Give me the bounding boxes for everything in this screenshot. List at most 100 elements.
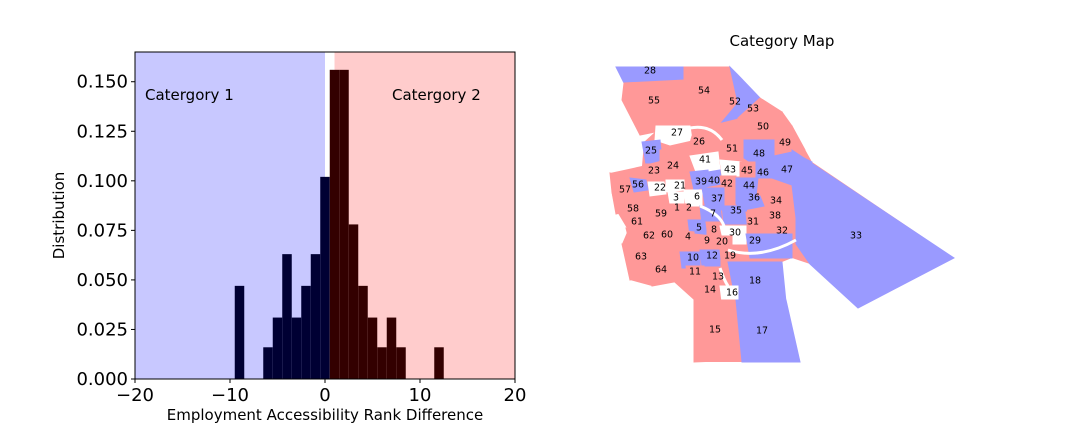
map-region-56 xyxy=(629,177,649,193)
map-region-label: 46 xyxy=(757,168,769,179)
map-region-label: 34 xyxy=(770,196,782,207)
histogram-bar xyxy=(377,347,387,379)
y-tick-label: 0.100 xyxy=(76,171,128,192)
histogram-bar xyxy=(282,254,292,379)
map-region-60 xyxy=(649,225,671,245)
map-region-label: 49 xyxy=(779,138,791,149)
map-region-label: 53 xyxy=(747,104,759,115)
map-region-label: 9 xyxy=(704,236,710,247)
histogram-bar xyxy=(339,69,349,379)
map-region-label: 60 xyxy=(661,230,673,241)
map-region-label: 38 xyxy=(769,211,781,222)
histogram-bars xyxy=(234,69,444,379)
x-tick-label: 10 xyxy=(409,385,432,406)
y-tick-label: 0.125 xyxy=(76,121,128,142)
map-region-label: 39 xyxy=(695,177,707,188)
map-region-label: 61 xyxy=(631,217,643,228)
map-region-label: 48 xyxy=(753,149,765,160)
map-region-label: 12 xyxy=(706,251,718,262)
map-region-label: 15 xyxy=(709,325,721,336)
map-region-label: 29 xyxy=(749,236,761,247)
map-region-label: 22 xyxy=(654,183,666,194)
map-region-label: 13 xyxy=(712,272,724,283)
map-region-2 xyxy=(679,203,691,215)
map-region-label: 45 xyxy=(741,166,753,177)
map-region-label: 16 xyxy=(726,288,738,299)
x-tick-label: −20 xyxy=(116,385,154,406)
map-region-label: 37 xyxy=(711,194,723,205)
map-region-27 xyxy=(654,125,693,146)
category-backgrounds xyxy=(135,52,515,379)
histogram-chart: −20 −10 0 10 20 0.000 0.025 0.050 0.075 0.100 0.1… xyxy=(50,51,526,424)
y-tick-label: 0.075 xyxy=(76,220,128,241)
map-region-label: 55 xyxy=(648,96,660,107)
map-region-label: 3 xyxy=(673,193,679,204)
map-region-label: 17 xyxy=(756,326,768,337)
map-regions xyxy=(609,65,955,363)
x-axis-ticks: −20 −10 0 10 20 xyxy=(116,379,526,406)
histogram-bar xyxy=(434,347,444,379)
map-region-label: 23 xyxy=(648,166,660,177)
histogram-bar xyxy=(329,69,340,379)
map-region-label: 25 xyxy=(645,146,657,157)
histogram-bar xyxy=(263,347,273,379)
map-region-label: 4 xyxy=(685,232,691,243)
road-line xyxy=(689,125,724,141)
map-region-label: 1 xyxy=(674,203,680,214)
y-tick-label: 0.150 xyxy=(76,72,128,93)
map-region-label: 52 xyxy=(729,97,741,108)
map-region-label: 57 xyxy=(619,185,631,196)
map-region-label: 10 xyxy=(687,253,699,264)
map-region-label: 20 xyxy=(716,237,728,248)
y-axis-ticks: 0.000 0.025 0.050 0.075 0.100 0.125 0.150 xyxy=(76,72,135,390)
map-region-label: 6 xyxy=(694,192,700,203)
histogram-bar xyxy=(358,285,368,379)
category-1-label: Catergory 1 xyxy=(145,86,234,104)
map-region-label: 64 xyxy=(655,265,667,276)
histogram-bar xyxy=(310,254,321,379)
map-region-label: 21 xyxy=(674,181,686,192)
y-tick-label: 0.025 xyxy=(76,319,128,340)
category-2-label: Catergory 2 xyxy=(392,86,481,104)
map-region-label: 27 xyxy=(671,128,683,139)
map-region-label: 11 xyxy=(689,267,701,278)
road-line xyxy=(727,238,797,255)
histogram-bar xyxy=(234,285,245,379)
map-region-4 xyxy=(675,229,695,251)
map-region-label: 7 xyxy=(710,209,716,220)
x-tick-label: 0 xyxy=(319,385,330,406)
map-region-17 xyxy=(735,299,801,363)
map-region-58 xyxy=(611,191,633,215)
y-tick-label: 0.000 xyxy=(76,369,128,390)
map-region-22 xyxy=(647,181,667,197)
histogram-bar xyxy=(272,317,283,379)
map-region-label: 2 xyxy=(686,203,692,214)
map-region-label: 50 xyxy=(757,122,769,133)
y-axis-label: Distribution xyxy=(50,172,68,260)
road-line xyxy=(718,267,730,287)
map-region-64 xyxy=(649,261,675,287)
map-region-label: 28 xyxy=(644,66,656,77)
map-region-label: 24 xyxy=(667,161,679,172)
y-tick-label: 0.050 xyxy=(76,270,128,291)
map-region-12 xyxy=(699,249,721,267)
map-region-33 xyxy=(791,149,955,309)
map-region-label: 56 xyxy=(632,180,644,191)
histogram-bar xyxy=(320,176,330,379)
map-region-label: 63 xyxy=(635,252,647,263)
map-region-label: 47 xyxy=(781,165,793,176)
map-region-label: 41 xyxy=(699,155,711,166)
map-region-label: 35 xyxy=(730,206,742,217)
map-region-59 xyxy=(649,197,669,223)
map-region-label: 58 xyxy=(627,204,639,215)
road-line xyxy=(699,204,726,227)
map-region-label: 26 xyxy=(693,137,705,148)
histogram-bar xyxy=(301,285,311,379)
x-axis-label: Employment Accessibility Rank Difference xyxy=(167,406,483,424)
map-region-label: 19 xyxy=(724,251,736,262)
map-region-label: 5 xyxy=(696,223,702,234)
map-region-label: 14 xyxy=(704,285,716,296)
map-region-label: 18 xyxy=(749,276,761,287)
